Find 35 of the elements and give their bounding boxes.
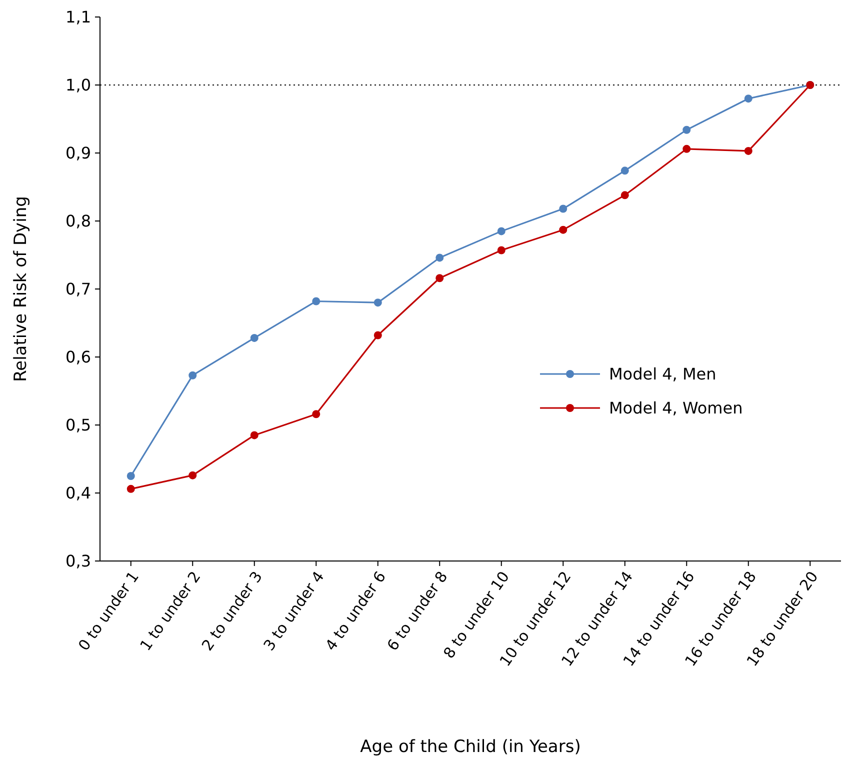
legend-label: Model 4, Women	[609, 398, 743, 418]
point	[497, 246, 506, 254]
y-tick-label: 0,9	[66, 144, 91, 163]
point	[250, 334, 258, 342]
point	[312, 297, 320, 306]
point	[559, 226, 568, 234]
y-tick-label: 0,3	[66, 552, 91, 571]
y-tick-label: 0,4	[66, 484, 91, 503]
point	[436, 274, 444, 282]
point	[312, 410, 320, 418]
point	[188, 471, 197, 480]
y-tick-label: 0,6	[66, 348, 91, 367]
y-tick-label: 1,1	[66, 8, 91, 27]
point	[559, 204, 568, 213]
point	[250, 431, 258, 440]
point	[744, 94, 752, 103]
point	[374, 331, 382, 340]
point	[436, 254, 444, 262]
point	[682, 144, 691, 153]
point	[126, 484, 135, 493]
y-axis-title: Relative Risk of Dying	[11, 196, 31, 382]
x-axis-title: Age of the Child (in Years)	[360, 737, 581, 757]
legend-label: Model 4, Men	[609, 364, 716, 384]
point	[744, 146, 752, 155]
y-tick-label: 0,7	[66, 280, 91, 299]
y-tick-label: 0,8	[66, 212, 91, 231]
y-tick-label: 0,5	[66, 416, 91, 435]
y-tick-label: 1,0	[66, 76, 91, 95]
point	[188, 371, 197, 380]
point	[126, 472, 135, 480]
point	[374, 298, 382, 307]
point	[620, 166, 629, 175]
point	[620, 191, 629, 200]
point	[497, 227, 506, 236]
point	[682, 126, 691, 134]
